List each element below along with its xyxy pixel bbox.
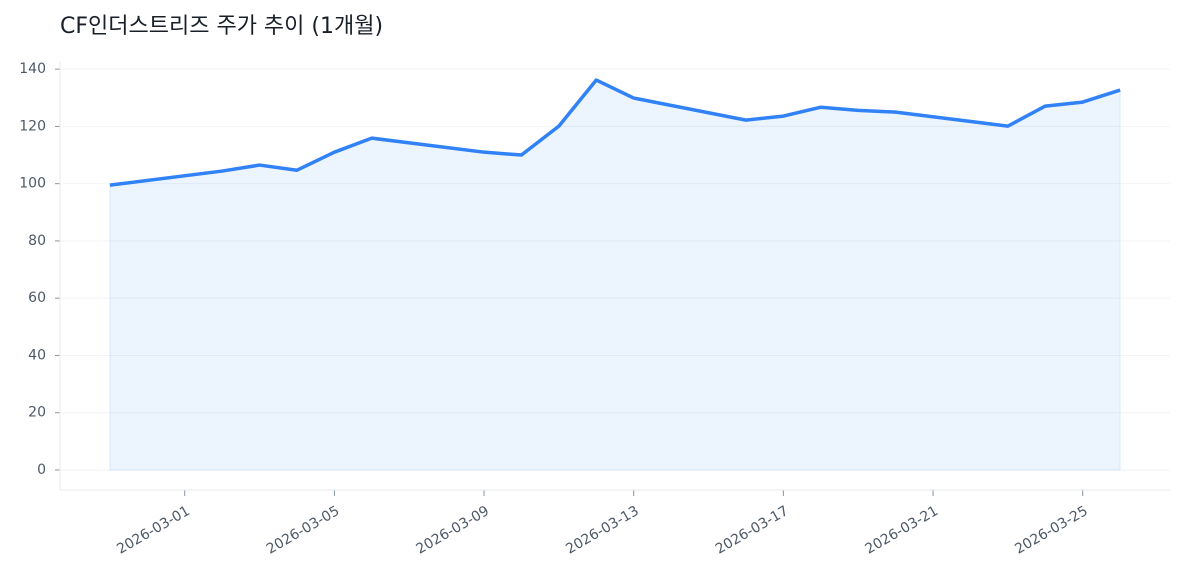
y-tick-label: 0: [37, 462, 46, 478]
x-tick-label: 2026-03-09: [414, 503, 492, 558]
line: [109, 78, 1121, 187]
x-tick-label: 2026-03-01: [114, 503, 192, 558]
y-tick-label: 80: [28, 233, 46, 249]
x-tick-label: 2026-03-17: [713, 503, 791, 558]
x-tick-label: 2026-03-05: [264, 503, 342, 558]
y-tick-label: 140: [19, 61, 46, 77]
chart-title: CF인더스트리즈 주가 추이 (1개월): [60, 14, 383, 39]
y-tick-label: 20: [28, 405, 46, 421]
y-tick-label: 60: [28, 290, 46, 306]
y-tick-label: 120: [19, 118, 46, 134]
x-tick-label: 2026-03-25: [1012, 503, 1090, 558]
y-tick-label: 40: [28, 347, 46, 363]
x-tick-label: 2026-03-13: [563, 503, 641, 558]
area: [109, 79, 1121, 471]
y-tick-label: 100: [19, 176, 46, 192]
x-tick-label: 2026-03-21: [863, 503, 941, 558]
